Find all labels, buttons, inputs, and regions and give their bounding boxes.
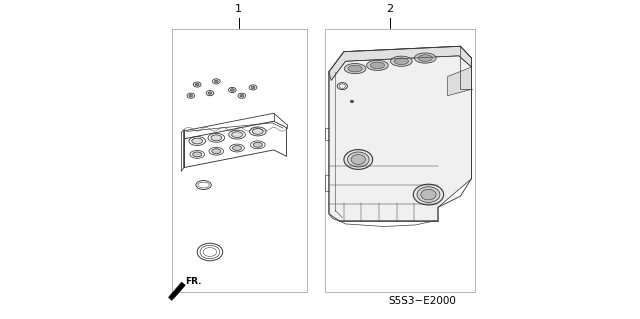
Ellipse shape <box>212 79 220 84</box>
Ellipse shape <box>192 138 203 144</box>
Ellipse shape <box>206 91 214 96</box>
Polygon shape <box>447 67 472 96</box>
Ellipse shape <box>250 141 265 149</box>
Ellipse shape <box>214 80 218 83</box>
Ellipse shape <box>249 85 257 90</box>
Ellipse shape <box>253 142 262 147</box>
Text: FR.: FR. <box>185 277 201 286</box>
Ellipse shape <box>238 93 246 98</box>
Ellipse shape <box>189 137 205 145</box>
Ellipse shape <box>211 135 221 141</box>
Ellipse shape <box>252 129 263 134</box>
Ellipse shape <box>195 83 199 86</box>
Ellipse shape <box>190 151 205 158</box>
Ellipse shape <box>417 187 440 203</box>
Ellipse shape <box>193 82 201 87</box>
Ellipse shape <box>394 58 408 64</box>
Polygon shape <box>329 46 472 80</box>
Ellipse shape <box>232 145 242 151</box>
Ellipse shape <box>251 86 255 89</box>
Ellipse shape <box>344 63 366 74</box>
Ellipse shape <box>212 149 221 154</box>
Ellipse shape <box>209 147 223 155</box>
Ellipse shape <box>348 152 369 167</box>
Ellipse shape <box>187 93 195 98</box>
Ellipse shape <box>230 89 234 91</box>
Ellipse shape <box>228 87 236 93</box>
Ellipse shape <box>348 65 362 72</box>
Ellipse shape <box>421 189 436 200</box>
Ellipse shape <box>240 94 244 97</box>
Ellipse shape <box>351 155 365 165</box>
Ellipse shape <box>208 133 225 142</box>
Ellipse shape <box>193 152 202 157</box>
Ellipse shape <box>390 56 412 66</box>
Polygon shape <box>329 46 472 221</box>
Text: 2: 2 <box>387 4 394 14</box>
Polygon shape <box>168 282 186 300</box>
Ellipse shape <box>208 92 212 94</box>
Ellipse shape <box>250 127 266 136</box>
Text: 1: 1 <box>235 4 242 14</box>
Ellipse shape <box>350 100 353 103</box>
Bar <box>172 29 307 292</box>
Ellipse shape <box>413 184 444 205</box>
Ellipse shape <box>189 94 193 97</box>
Ellipse shape <box>232 132 243 137</box>
Ellipse shape <box>415 53 436 63</box>
Ellipse shape <box>230 144 244 152</box>
Text: S5S3−E2000: S5S3−E2000 <box>388 296 456 306</box>
Ellipse shape <box>418 55 432 61</box>
Ellipse shape <box>344 150 372 169</box>
Ellipse shape <box>228 130 245 139</box>
Ellipse shape <box>371 62 385 69</box>
Bar <box>324 29 475 292</box>
Ellipse shape <box>367 60 388 70</box>
